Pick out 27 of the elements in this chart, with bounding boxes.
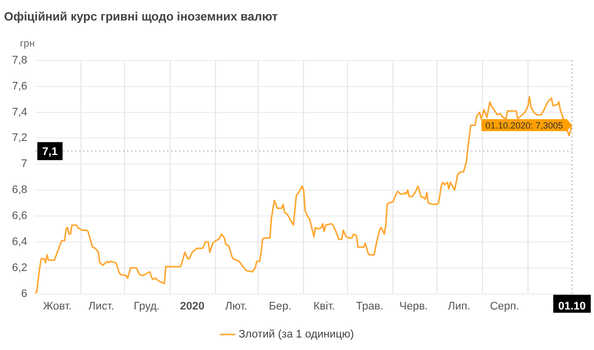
x-tick-label: Бер. (268, 300, 292, 312)
x-tick-label: Трав. (356, 300, 384, 312)
y-tick-label: 7,6 (12, 80, 28, 92)
ref-line-label: 7,1 (42, 146, 58, 158)
y-tick-label: 6 (21, 288, 28, 300)
y-tick-label: 6,8 (12, 184, 28, 196)
y-tick-label: 7,2 (12, 132, 28, 144)
y-tick-label: 7,8 (12, 54, 28, 66)
x-tick-label: Лют. (225, 300, 248, 312)
x-tick-label: Квіт. (313, 300, 335, 312)
x-tick-label: Лист. (88, 300, 114, 312)
legend-label: Злотий (за 1 одиницю) (238, 328, 354, 341)
y-tick-label: 6,4 (12, 236, 28, 248)
x-tick-label: Серп. (490, 300, 520, 312)
y-tick-label: 7 (21, 158, 28, 170)
chart-title: Офіційний курс гривні щодо іноземних валют (4, 10, 278, 24)
y-tick-label: 6,2 (12, 262, 28, 274)
y-axis-title: грн (20, 38, 35, 50)
annotation: 01.10.2020: 7,3005 (485, 120, 564, 131)
y-tick-label: 7,4 (12, 106, 28, 118)
x-tick-label: 2020 (180, 300, 204, 312)
x-tick-label: Черв. (399, 300, 428, 312)
x-tick-label: 01.10 (558, 300, 586, 312)
x-tick-label: Жовт. (42, 300, 72, 312)
y-tick-label: 6,6 (12, 210, 28, 222)
x-tick-label: Лип. (448, 300, 470, 312)
x-tick-label: Груд. (134, 300, 160, 312)
